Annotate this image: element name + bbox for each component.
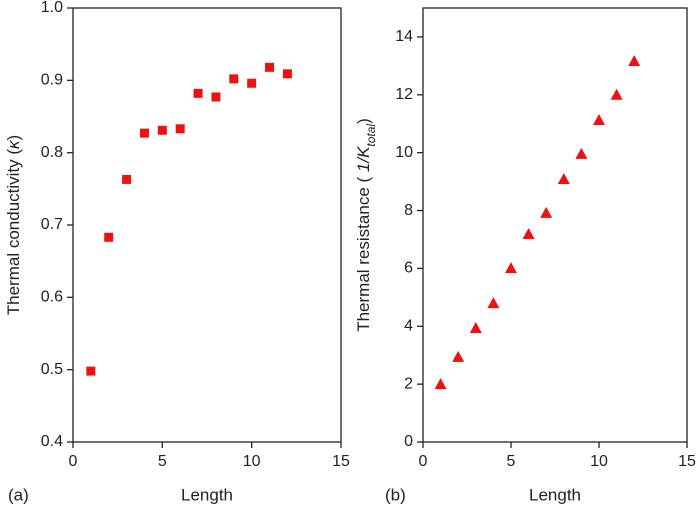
x-tick-label: 10	[243, 453, 261, 470]
y-axis-label-part: Thermal resistance (	[354, 172, 373, 332]
y-axis-label-part: total	[364, 124, 378, 147]
x-tick-label: 15	[332, 453, 350, 470]
x-tick-label: 5	[507, 453, 516, 470]
y-tick-label: 12	[395, 86, 413, 103]
y-tick-label: 0	[404, 433, 413, 450]
x-tick-label: 10	[590, 453, 608, 470]
x-axis-label: Length	[529, 485, 581, 504]
marker	[469, 322, 482, 334]
marker	[505, 262, 517, 274]
marker	[104, 232, 114, 242]
y-tick-label: 1.0	[41, 0, 63, 16]
marker	[452, 350, 465, 362]
y-tick-label: 6	[404, 260, 413, 277]
marker	[522, 227, 535, 239]
marker	[157, 125, 167, 135]
y-tick-label: 0.4	[41, 433, 63, 450]
marker	[557, 172, 570, 184]
marker	[282, 69, 292, 79]
x-tick-label: 15	[678, 453, 696, 470]
panel-label: (b)	[385, 485, 406, 504]
y-axis-label: Thermal resistance ( 1/Ktotal)	[354, 118, 378, 332]
y-axis-label-part: Thermal conductivity (	[4, 149, 23, 316]
plot-frame	[72, 7, 342, 443]
y-axis-label-part: 1/K	[354, 146, 373, 172]
marker	[139, 128, 149, 138]
x-tick-label: 0	[419, 453, 428, 470]
marker	[265, 62, 275, 72]
y-tick-label: 10	[395, 144, 413, 161]
marker	[540, 206, 553, 218]
marker	[193, 88, 203, 98]
y-tick-label: 0.7	[41, 216, 63, 233]
y-tick-label: 0.6	[41, 289, 63, 306]
marker	[575, 147, 588, 159]
y-tick-label: 14	[395, 28, 413, 45]
y-tick-label: 0.5	[41, 361, 63, 378]
y-tick-label: 2	[404, 375, 413, 392]
marker	[593, 113, 605, 125]
y-axis-label-part: )	[4, 135, 23, 141]
marker	[175, 124, 185, 134]
marker	[122, 174, 132, 184]
marker	[434, 378, 447, 390]
x-axis-label: Length	[181, 485, 233, 504]
marker	[211, 92, 221, 102]
marker	[86, 366, 96, 376]
marker	[487, 297, 500, 309]
y-axis-label-part: κ	[4, 139, 23, 149]
marker	[610, 88, 623, 100]
plot-frame	[422, 7, 688, 443]
marker	[628, 54, 641, 66]
y-tick-label: 0.8	[41, 144, 63, 161]
marker	[247, 78, 257, 88]
x-tick-label: 0	[69, 453, 78, 470]
y-axis-label-part: )	[354, 118, 373, 124]
panel-label: (a)	[8, 485, 29, 504]
y-tick-label: 0.9	[41, 72, 63, 89]
y-tick-label: 8	[404, 202, 413, 219]
x-tick-label: 5	[158, 453, 167, 470]
marker	[229, 74, 239, 84]
y-tick-label: 4	[404, 317, 413, 334]
y-axis-label: Thermal conductivity (κ)	[4, 135, 23, 315]
